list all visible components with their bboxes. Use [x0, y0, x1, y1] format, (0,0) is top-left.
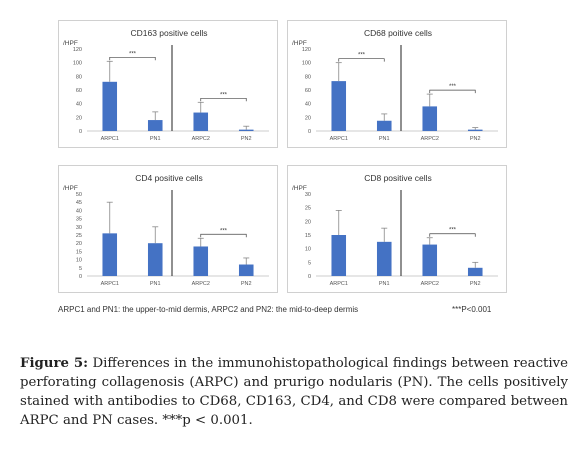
y-axis-label: /HPF [63, 40, 78, 47]
y-tick-label: 50 [76, 192, 82, 198]
y-tick-label: 120 [73, 47, 82, 53]
x-tick-label: PN1 [150, 136, 161, 142]
y-tick-label: 15 [76, 249, 82, 255]
y-tick-label: 10 [305, 247, 311, 253]
bar-arpc2 [193, 112, 209, 131]
y-tick-label: 40 [76, 102, 82, 108]
x-tick-label: ARPC2 [192, 281, 210, 287]
x-tick-label: ARPC2 [421, 281, 439, 287]
y-tick-label: 45 [76, 200, 82, 206]
x-tick-label: PN2 [241, 281, 252, 287]
x-tick-label: ARPC1 [101, 136, 119, 142]
y-tick-label: 15 [305, 233, 311, 239]
bar-arpc1 [331, 81, 347, 131]
bar-pn1 [147, 120, 163, 131]
bar-arpc2 [422, 106, 438, 131]
y-tick-label: 120 [302, 47, 311, 53]
bar-pn2 [467, 267, 483, 276]
bar-arpc2 [422, 244, 438, 276]
significance-label: *** [220, 228, 228, 234]
chart-panel-cd4: CD4 positive cells/HPF 0 5 10 15 20 25 30 35 40 45… [58, 165, 278, 293]
y-tick-label: 80 [305, 74, 311, 80]
significance-label: *** [129, 51, 137, 57]
significance-bracket [109, 56, 156, 61]
significance-label: *** [449, 228, 457, 234]
bar-arpc1 [102, 233, 118, 276]
chart-cd4: CD4 positive cells/HPF 0 5 10 15 20 25 30 35 40 45… [63, 173, 269, 287]
chart-cd8: CD8 positive cells/HPF 0 5 10 15 20 25 30 ARPC1 P… [292, 173, 498, 287]
caption-label: Figure 5: [20, 356, 88, 371]
bar-pn1 [147, 243, 163, 276]
chart-title: CD8 positive cells [364, 173, 432, 183]
chart-title: CD68 poitive cells [364, 28, 432, 38]
chart-title: CD163 positive cells [130, 28, 207, 38]
y-tick-label: 0 [79, 129, 82, 135]
x-tick-label: ARPC2 [192, 136, 210, 142]
x-tick-label: PN2 [241, 136, 252, 142]
x-tick-label: ARPC1 [101, 281, 119, 287]
y-tick-label: 60 [76, 88, 82, 94]
y-tick-label: 35 [76, 217, 82, 223]
y-tick-label: 25 [305, 206, 311, 212]
bar-arpc1 [331, 235, 347, 276]
significance-label: *** [449, 84, 457, 90]
y-tick-label: 60 [305, 88, 311, 94]
significance-label: *** [220, 92, 228, 98]
chart-title: CD4 positive cells [135, 173, 203, 183]
y-tick-label: 100 [73, 61, 82, 67]
caption-text: Differences in the immunohistopathologic… [20, 356, 568, 428]
y-tick-label: 0 [308, 274, 311, 280]
y-tick-label: 0 [308, 129, 311, 135]
y-tick-label: 20 [305, 219, 311, 225]
footnote-left: ARPC1 and PN1: the upper-to-mid dermis, … [58, 305, 359, 314]
significance-label: *** [358, 53, 366, 59]
footnote-right: ***P<0.001 [452, 305, 492, 314]
x-tick-label: PN2 [470, 136, 481, 142]
significance-bracket [200, 233, 247, 238]
y-tick-label: 5 [79, 266, 82, 272]
significance-bracket [338, 58, 385, 62]
y-tick-label: 30 [76, 225, 82, 231]
x-tick-label: PN2 [470, 281, 481, 287]
chart-panel-cd163: CD163 positive cells/HPF 0 20 40 60 80 100 120 A… [58, 20, 278, 148]
y-tick-label: 20 [305, 115, 311, 121]
x-tick-label: PN1 [379, 136, 390, 142]
bar-pn1 [376, 241, 392, 276]
bar-pn2 [467, 129, 483, 131]
y-tick-label: 10 [76, 258, 82, 264]
bar-arpc1 [102, 81, 118, 131]
significance-bracket [429, 89, 476, 94]
figure-caption: Figure 5: Differences in the immunohisto… [20, 354, 568, 430]
y-tick-label: 30 [305, 192, 311, 198]
chart-cd163: CD163 positive cells/HPF 0 20 40 60 80 100 120 A… [63, 28, 269, 142]
bar-pn1 [376, 120, 392, 131]
x-tick-label: PN1 [379, 281, 390, 287]
y-tick-label: 0 [79, 274, 82, 280]
y-tick-label: 40 [305, 102, 311, 108]
chart-panel-cd8: CD8 positive cells/HPF 0 5 10 15 20 25 30 ARPC1 P… [287, 165, 507, 293]
y-tick-label: 20 [76, 115, 82, 121]
y-tick-label: 40 [76, 208, 82, 214]
x-tick-label: ARPC1 [330, 281, 348, 287]
y-tick-label: 80 [76, 74, 82, 80]
x-tick-label: ARPC2 [421, 136, 439, 142]
chart-panel-cd68: CD68 poitive cells/HPF 0 20 40 60 80 100 120 ARP… [287, 20, 507, 148]
y-axis-label: /HPF [292, 185, 307, 192]
y-axis-label: /HPF [292, 40, 307, 47]
bar-pn2 [238, 129, 254, 131]
significance-bracket [200, 97, 247, 102]
y-tick-label: 5 [308, 260, 311, 266]
bar-arpc2 [193, 246, 209, 276]
y-tick-label: 100 [302, 61, 311, 67]
y-tick-label: 20 [76, 241, 82, 247]
x-tick-label: ARPC1 [330, 136, 348, 142]
significance-bracket [429, 233, 476, 237]
x-tick-label: PN1 [150, 281, 161, 287]
chart-cd68: CD68 poitive cells/HPF 0 20 40 60 80 100 120 ARP… [292, 28, 498, 142]
y-tick-label: 25 [76, 233, 82, 239]
bar-pn2 [238, 264, 254, 276]
y-axis-label: /HPF [63, 185, 78, 192]
